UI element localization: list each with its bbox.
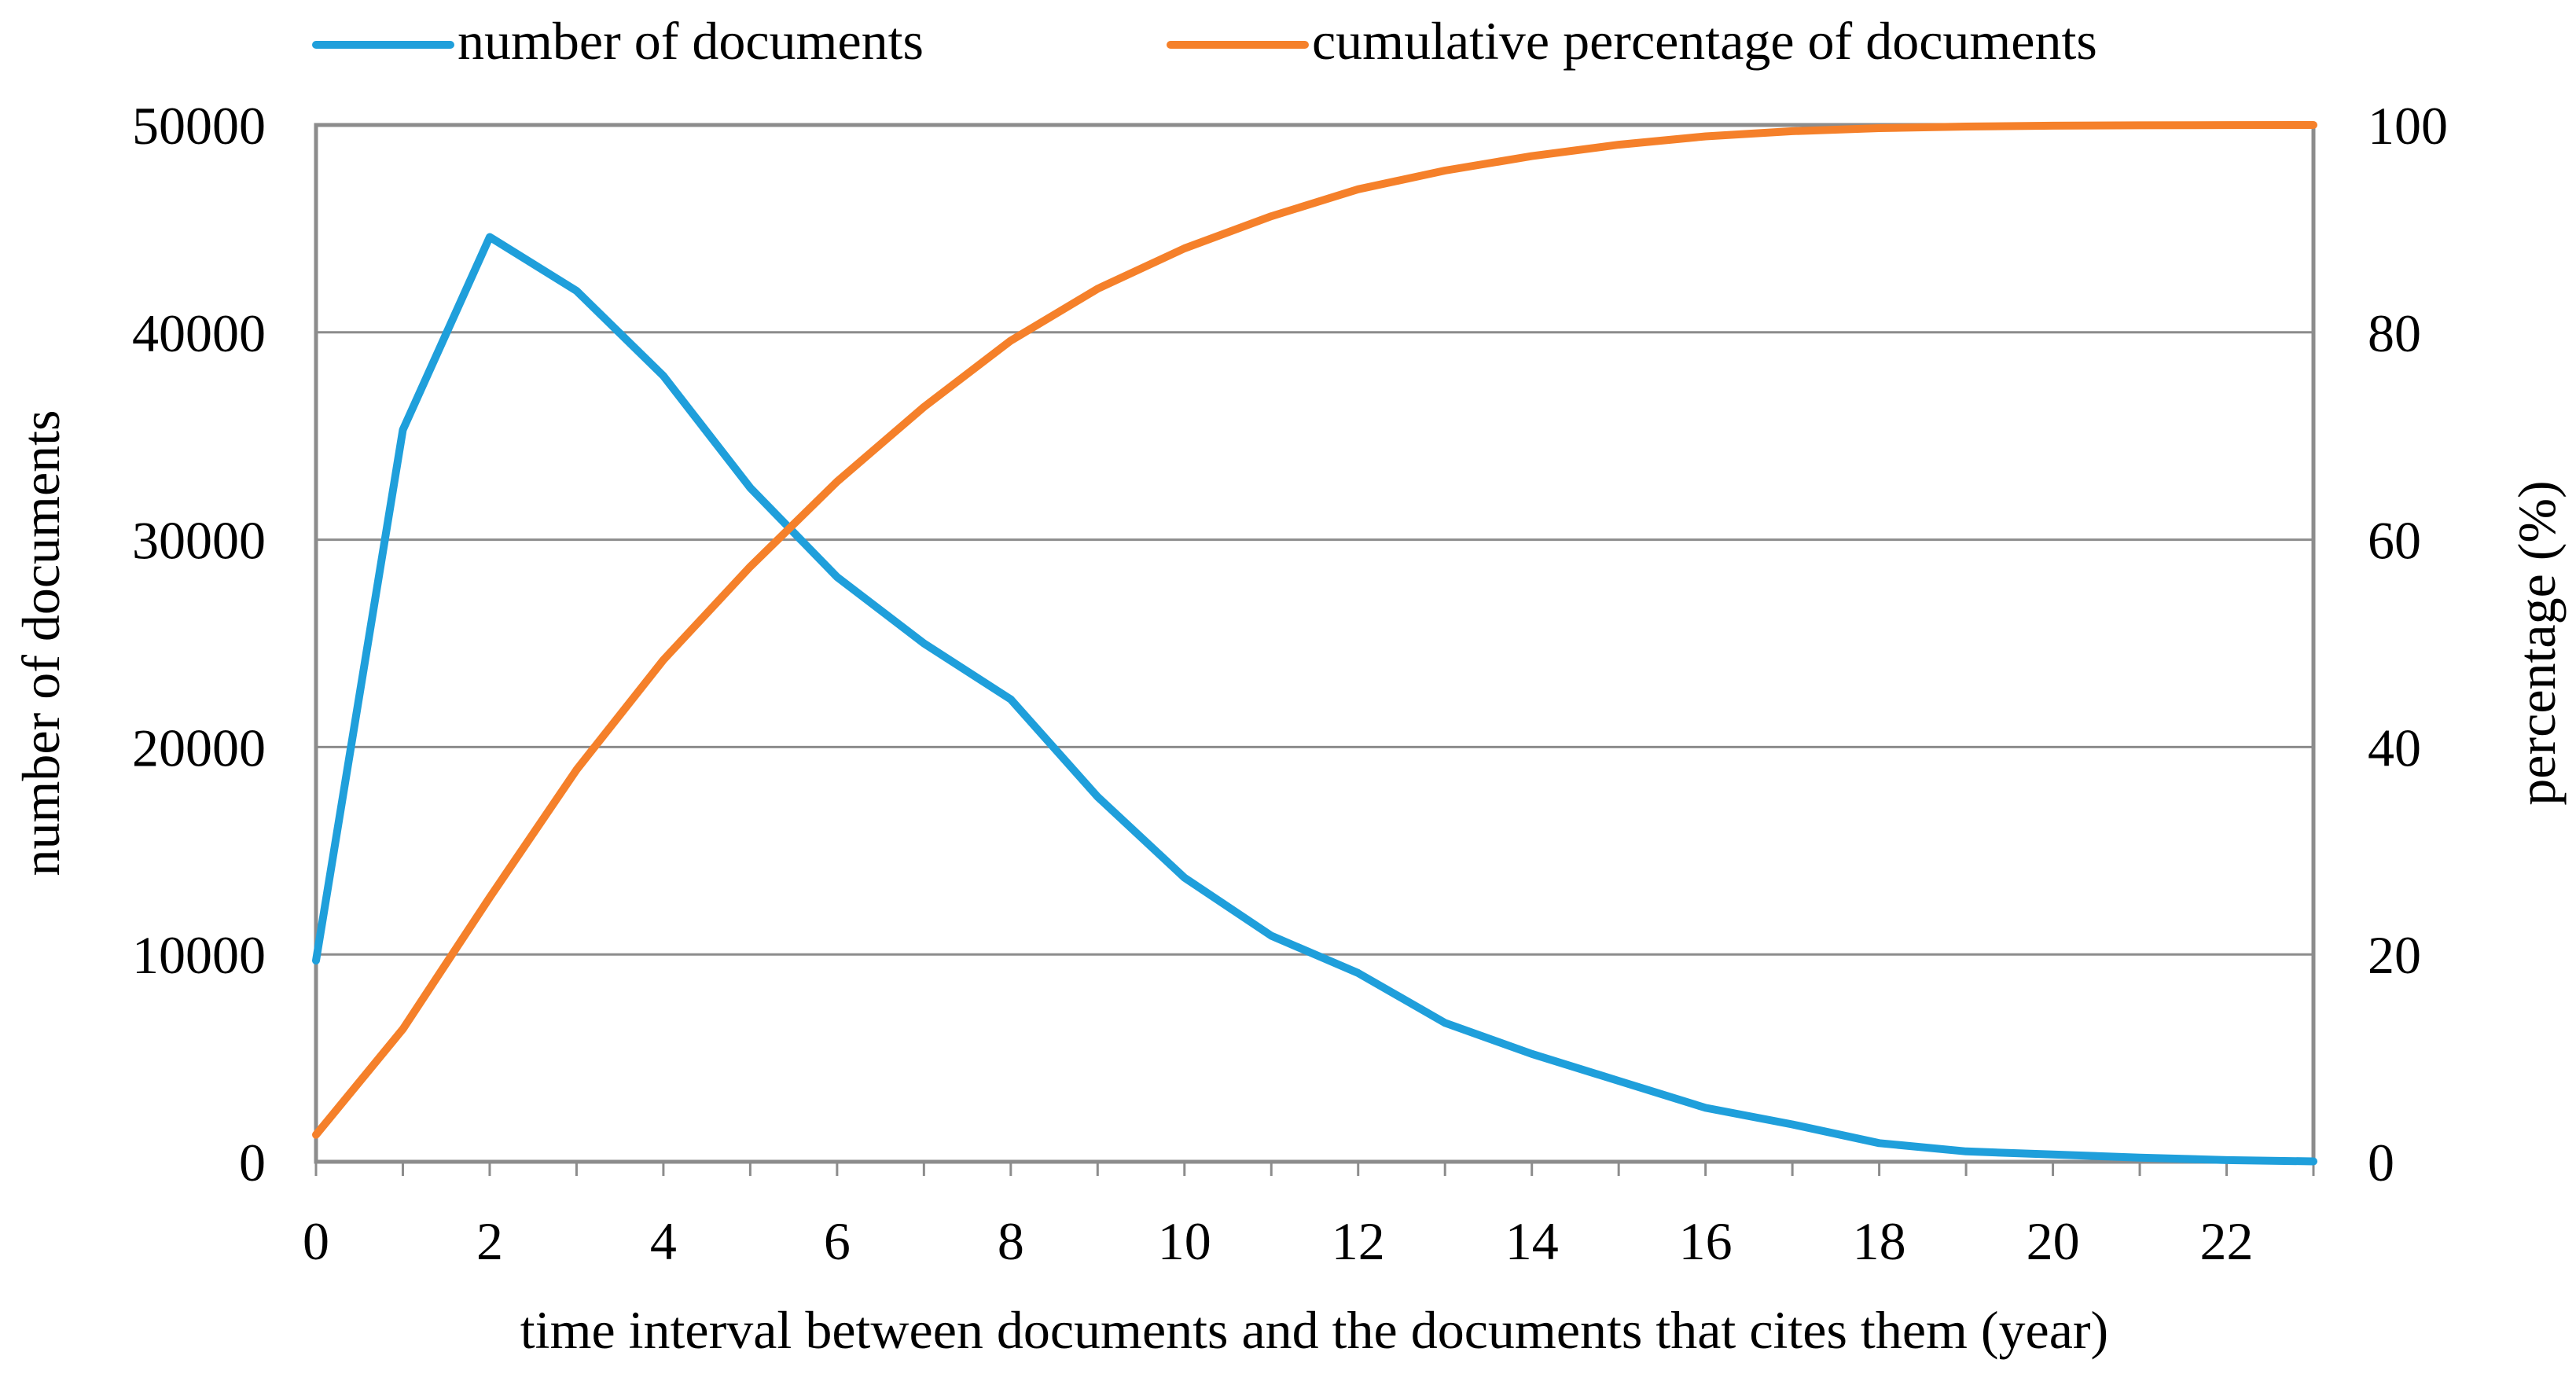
- series-line-number-of-documents: [312, 233, 2317, 1166]
- x-tick-label: 20: [2027, 1211, 2080, 1271]
- legend: number of documents cumulative percentag…: [312, 11, 2097, 71]
- y-right-tick-label: 0: [2368, 1133, 2394, 1192]
- x-tick-label: 12: [1332, 1211, 1385, 1271]
- tick-marks: [314, 1162, 2315, 1176]
- y-axis-left-label: number of documents: [11, 410, 71, 876]
- y-right-tick-label: 80: [2368, 303, 2421, 363]
- gridlines: [316, 331, 2313, 956]
- x-axis-label: time interval between documents and the …: [520, 1300, 2108, 1360]
- legend-label-number-of-documents: number of documents: [458, 11, 924, 71]
- y-right-tick-labels: 0 20 40 60 80 100: [2368, 96, 2448, 1192]
- x-tick-label: 16: [1679, 1211, 1733, 1271]
- legend-label-cumulative-percentage: cumulative percentage of documents: [1312, 11, 2097, 71]
- y-axis-right-label: percentage (%): [2507, 480, 2567, 805]
- x-tick-label: 2: [476, 1211, 503, 1271]
- y-right-tick-label: 40: [2368, 718, 2421, 777]
- y-left-tick-label: 0: [239, 1133, 266, 1192]
- y-left-tick-label: 10000: [132, 925, 266, 985]
- y-left-tick-label: 30000: [132, 511, 266, 571]
- x-tick-label: 6: [824, 1211, 851, 1271]
- series-line-cumulative-percentage: [312, 121, 2317, 1139]
- x-tick-label: 14: [1505, 1211, 1559, 1271]
- y-left-tick-label: 40000: [132, 303, 266, 363]
- plot-frame: [314, 123, 2316, 1164]
- y-left-tick-labels: 0 10000 20000 30000 40000 50000: [132, 96, 266, 1192]
- x-tick-label: 18: [1853, 1211, 1906, 1271]
- x-tick-labels: 0 2 4 6 8 10 12 14 16 18 20 22: [303, 1211, 2254, 1271]
- x-tick-label: 0: [303, 1211, 329, 1271]
- y-left-tick-label: 50000: [132, 96, 266, 156]
- y-left-tick-label: 20000: [132, 718, 266, 777]
- y-right-tick-label: 100: [2368, 96, 2448, 156]
- x-tick-label: 4: [650, 1211, 677, 1271]
- y-right-tick-label: 60: [2368, 511, 2421, 571]
- x-tick-label: 10: [1158, 1211, 1211, 1271]
- x-tick-label: 22: [2200, 1211, 2254, 1271]
- x-tick-label: 8: [998, 1211, 1024, 1271]
- y-right-tick-label: 20: [2368, 925, 2421, 985]
- series-layer: [312, 121, 2317, 1166]
